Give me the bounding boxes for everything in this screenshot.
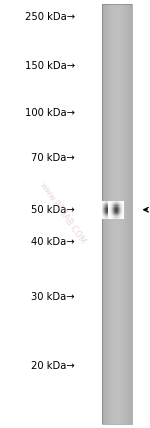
- Text: 30 kDa→: 30 kDa→: [31, 292, 75, 303]
- Text: 150 kDa→: 150 kDa→: [25, 61, 75, 71]
- Text: 50 kDa→: 50 kDa→: [31, 205, 75, 215]
- Text: 40 kDa→: 40 kDa→: [31, 237, 75, 247]
- Text: 20 kDa→: 20 kDa→: [31, 361, 75, 371]
- Text: www.PTGAB.COM: www.PTGAB.COM: [38, 181, 88, 247]
- Text: 100 kDa→: 100 kDa→: [25, 108, 75, 119]
- Text: 70 kDa→: 70 kDa→: [31, 153, 75, 163]
- Bar: [102, 4, 132, 424]
- Text: 250 kDa→: 250 kDa→: [25, 12, 75, 22]
